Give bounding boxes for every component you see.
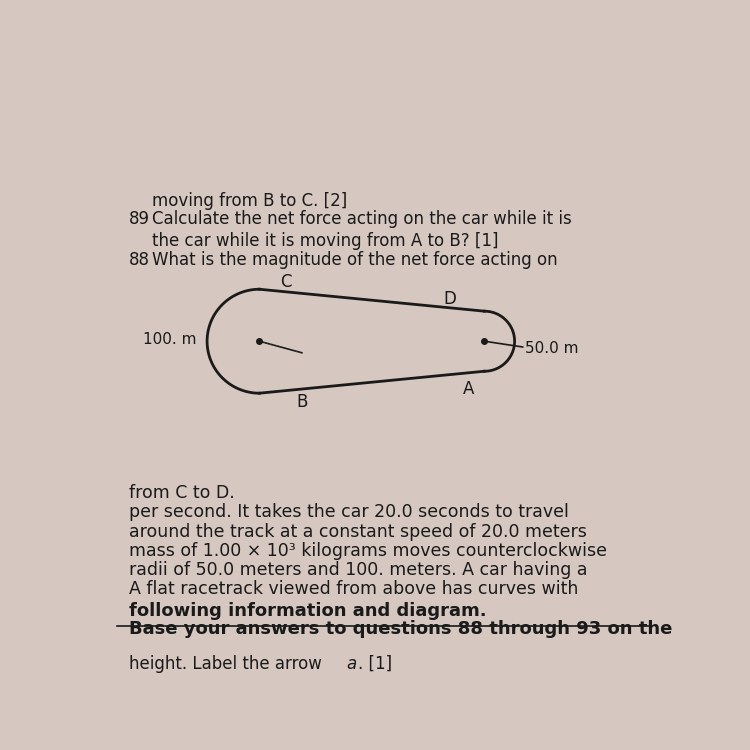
Text: Calculate the net force acting on the car while it is: Calculate the net force acting on the ca… — [152, 210, 572, 228]
Text: C: C — [280, 273, 291, 291]
Text: . [1]: . [1] — [358, 655, 392, 673]
Text: A flat racetrack viewed from above has curves with: A flat racetrack viewed from above has c… — [129, 580, 578, 598]
Text: 89: 89 — [129, 210, 149, 228]
Text: D: D — [443, 290, 456, 308]
Text: 88: 88 — [129, 251, 149, 268]
Text: Base your answers to questions 88 through 93 on the: Base your answers to questions 88 throug… — [129, 620, 672, 638]
Text: 100. m: 100. m — [143, 332, 196, 347]
Text: moving from B to C. [2]: moving from B to C. [2] — [152, 192, 347, 210]
Text: radii of 50.0 meters and 100. meters. A car having a: radii of 50.0 meters and 100. meters. A … — [129, 561, 587, 579]
Text: B: B — [296, 393, 307, 411]
Text: What is the magnitude of the net force acting on: What is the magnitude of the net force a… — [152, 251, 557, 268]
Text: mass of 1.00 × 10³ kilograms moves counterclockwise: mass of 1.00 × 10³ kilograms moves count… — [129, 542, 607, 560]
Text: A: A — [463, 380, 474, 398]
Text: a: a — [346, 655, 357, 673]
Text: around the track at a constant speed of 20.0 meters: around the track at a constant speed of … — [129, 523, 586, 541]
Text: following information and diagram.: following information and diagram. — [129, 602, 486, 619]
Text: height. Label the arrow: height. Label the arrow — [129, 655, 327, 673]
Text: 50.0 m: 50.0 m — [525, 341, 578, 356]
Text: per second. It takes the car 20.0 seconds to travel: per second. It takes the car 20.0 second… — [129, 503, 568, 521]
Text: the car while it is moving from A to B? [1]: the car while it is moving from A to B? … — [152, 232, 498, 250]
Text: from C to D.: from C to D. — [129, 484, 234, 502]
